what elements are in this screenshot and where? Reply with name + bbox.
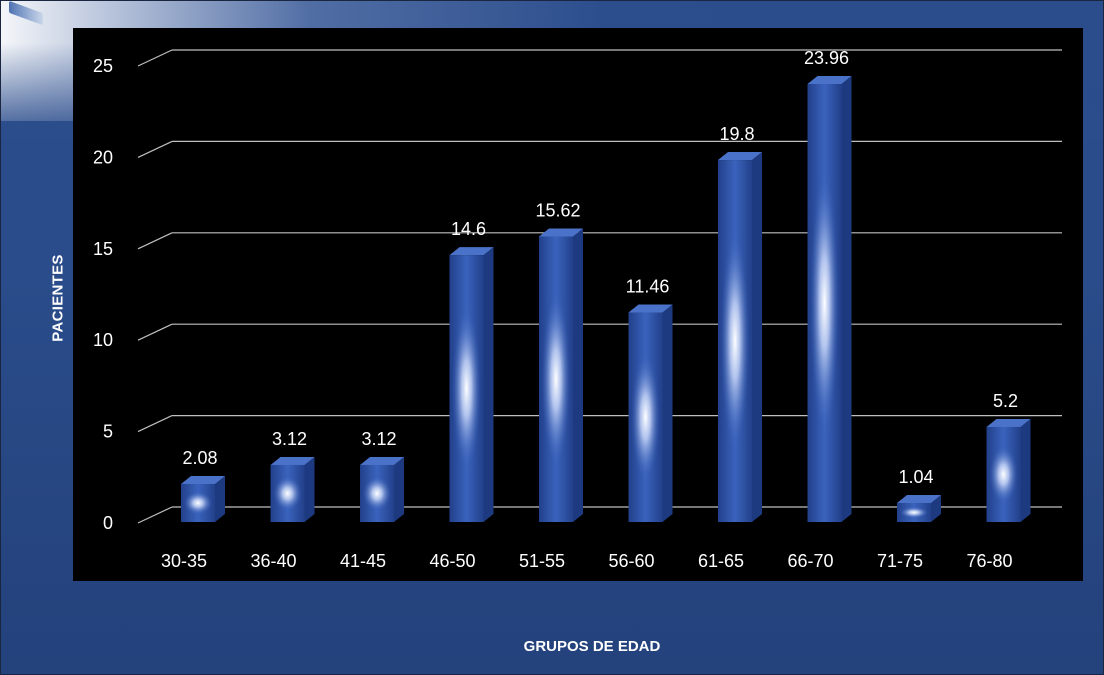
data-labels: 2.08 3.12 3.12 14.6 15.62 11.46 19.8 23.96 1.04 5… — [182, 48, 1018, 487]
data-label: 2.08 — [182, 448, 217, 468]
x-tick-label: 66-70 — [787, 551, 833, 571]
gridlines — [137, 49, 1062, 524]
bar-side — [931, 494, 941, 522]
bar-top — [181, 475, 225, 484]
bars — [181, 76, 1031, 522]
bar-highlight — [810, 171, 839, 435]
gridline-edge — [137, 506, 173, 524]
bar — [360, 456, 404, 522]
bar-side — [483, 247, 494, 522]
bar-top — [360, 456, 404, 465]
bar-highlight — [899, 506, 929, 519]
y-tick-label: 5 — [103, 422, 113, 442]
bar-top — [449, 247, 494, 256]
x-tick-label: 71-75 — [877, 551, 923, 571]
data-label: 5.2 — [993, 391, 1018, 411]
bar — [181, 475, 225, 522]
y-tick-label: 20 — [93, 147, 113, 167]
bar-highlight — [452, 308, 481, 469]
x-tick-label: 51-55 — [519, 551, 565, 571]
bar-side — [841, 76, 852, 522]
x-tick-label: 76-80 — [966, 551, 1012, 571]
bar-side — [752, 152, 762, 522]
gridline-edge — [137, 49, 173, 67]
bar-highlight — [541, 293, 571, 465]
gridline-edge — [137, 323, 173, 341]
x-tick-label: 41-45 — [340, 551, 386, 571]
bar-highlight — [183, 491, 213, 515]
bar — [807, 76, 852, 522]
bar-highlight — [273, 476, 302, 511]
bar-highlight — [631, 354, 660, 481]
data-label: 23.96 — [804, 48, 849, 68]
bar-highlight — [720, 232, 750, 450]
x-tick-label: 56-60 — [608, 551, 654, 571]
bar — [628, 304, 673, 522]
bar-top — [539, 228, 583, 237]
x-tick-label: 36-40 — [250, 551, 296, 571]
data-label: 15.62 — [535, 200, 580, 220]
bar-top — [897, 494, 941, 503]
y-axis-label: PACIENTES — [49, 254, 67, 342]
bar-side — [1020, 418, 1031, 522]
bar-top — [986, 418, 1031, 427]
x-tick-label: 30-35 — [161, 551, 207, 571]
x-axis-ticks: 30-35 36-40 41-45 46-50 51-55 56-60 61-65 66-70… — [161, 551, 1013, 571]
y-tick-label: 15 — [93, 239, 113, 259]
bar — [718, 152, 762, 522]
y-tick-label: 10 — [93, 330, 113, 350]
data-label: 1.04 — [898, 467, 933, 487]
x-tick-label: 46-50 — [429, 551, 475, 571]
bar-side — [215, 475, 225, 522]
x-tick-label: 61-65 — [698, 551, 744, 571]
data-label: 3.12 — [272, 429, 307, 449]
y-tick-label: 25 — [93, 56, 113, 76]
bar — [986, 418, 1031, 522]
bar-side — [394, 456, 404, 522]
data-label: 14.6 — [451, 219, 486, 239]
gridline-edge — [137, 140, 173, 158]
y-tick-label: 0 — [103, 513, 113, 533]
bar-top — [718, 152, 762, 161]
bar-highlight — [362, 476, 392, 511]
y-axis: 0 5 10 15 20 25 — [93, 56, 113, 533]
x-axis-label: GRUPOS DE EDAD — [523, 638, 661, 655]
bar — [539, 228, 583, 522]
gridline-edge — [137, 415, 173, 433]
bar-top — [628, 304, 673, 313]
bar-top — [807, 76, 852, 85]
gridline-edge — [137, 232, 173, 250]
bar — [270, 456, 315, 522]
bar — [449, 247, 494, 522]
data-label: 3.12 — [361, 429, 396, 449]
bar-side — [662, 304, 673, 522]
data-label: 19.8 — [719, 124, 754, 144]
bar-highlight — [989, 445, 1018, 503]
bar — [897, 494, 941, 522]
data-label: 11.46 — [626, 277, 670, 297]
bar-top — [270, 456, 315, 465]
bar-side — [304, 456, 315, 522]
bar-side — [573, 228, 583, 522]
